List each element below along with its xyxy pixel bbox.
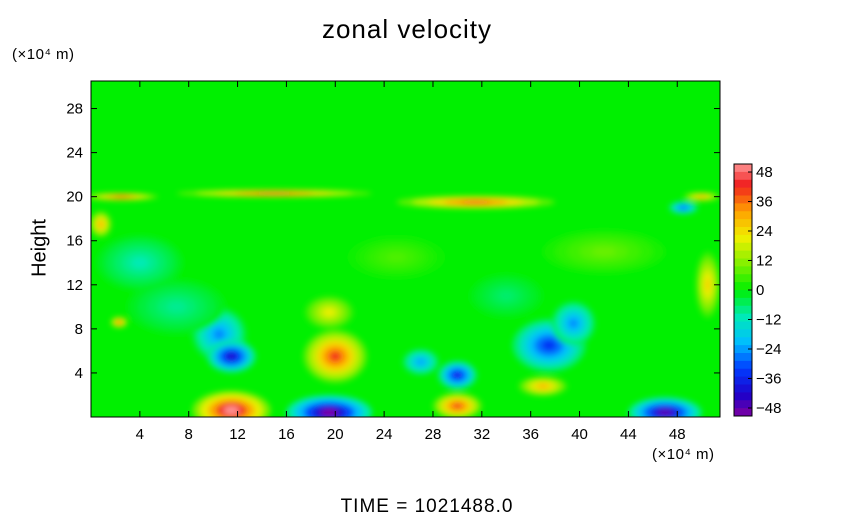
- colorbar-segment: [734, 290, 752, 299]
- field-feature-5: [226, 353, 237, 360]
- x-tick-label: 36: [522, 426, 539, 443]
- colorbar-segment: [734, 250, 752, 259]
- field-feature-1: [320, 409, 338, 417]
- colorbar-segment: [734, 195, 752, 204]
- y-axis-unit: (×10⁴ m): [12, 46, 75, 63]
- colorbar-segment: [734, 258, 752, 267]
- colorbar-segment: [734, 384, 752, 393]
- x-tick-label: 12: [229, 426, 246, 443]
- field-feature-3: [657, 409, 673, 416]
- colorbar-tick-label: 0: [756, 282, 764, 299]
- colorbar-segment: [734, 376, 752, 385]
- x-tick-label: 40: [571, 426, 588, 443]
- x-tick-label: 32: [473, 426, 490, 443]
- plot-frame: [90, 80, 721, 418]
- field-feature-0: [223, 406, 240, 415]
- field-feature-17: [98, 221, 103, 227]
- field-feature-12: [538, 384, 548, 389]
- colorbar-segment: [734, 234, 752, 244]
- colorbar-segment: [734, 211, 752, 220]
- field-feature-10: [541, 340, 557, 351]
- y-tick-label: 12: [66, 277, 83, 294]
- colorbar-segment: [734, 187, 752, 196]
- colorbar-segment: [734, 345, 752, 354]
- field-feature-2: [452, 403, 463, 409]
- colorbar-tick-label: 48: [756, 164, 773, 181]
- colorbar-segment: [734, 274, 752, 283]
- colorbar-segment: [734, 337, 752, 346]
- y-tick-label: 16: [66, 233, 83, 250]
- y-tick-label: 20: [66, 189, 83, 206]
- colorbar-segment: [734, 171, 752, 181]
- field-feature-9: [453, 372, 462, 379]
- time-readout: TIME = 1021488.0: [340, 496, 514, 517]
- colorbar-tick-label: −12: [756, 312, 781, 329]
- colorbar-segment: [734, 400, 752, 409]
- colorbar-segment: [734, 329, 752, 338]
- field-feature-8: [417, 359, 425, 365]
- y-tick-label: 28: [66, 101, 83, 118]
- field-feature-13: [459, 200, 492, 204]
- field-feature-4: [213, 329, 225, 340]
- field-features: [91, 189, 720, 417]
- colorbar-segment: [734, 321, 752, 330]
- colorbar-segment: [734, 282, 752, 291]
- colorbar-segment: [734, 219, 752, 228]
- field-feature-23: [591, 247, 617, 257]
- x-axis-unit: (×10⁴ m): [652, 446, 715, 463]
- colorbar-segment: [734, 305, 752, 315]
- field-feature-15: [114, 195, 129, 198]
- colorbar-segment: [734, 203, 752, 212]
- x-tick-label: 24: [376, 426, 393, 443]
- x-tick-label: 20: [327, 426, 344, 443]
- field-feature-6: [328, 351, 342, 362]
- colorbar-segment: [734, 408, 752, 417]
- colorbar-segment: [734, 360, 752, 370]
- field-feature-14: [254, 192, 294, 195]
- y-tick-label: 8: [75, 321, 83, 338]
- field-feature-21: [166, 301, 187, 313]
- field-feature-19: [680, 206, 687, 210]
- field-feature-11: [569, 318, 578, 328]
- chart-title: zonal velocity: [321, 14, 493, 44]
- colorbar-segment: [734, 227, 752, 236]
- x-tick-label: 44: [620, 426, 637, 443]
- field-feature-16: [698, 195, 706, 198]
- colorbar-tick-label: 36: [756, 194, 773, 211]
- colorbar-tick-label: −24: [756, 341, 781, 358]
- x-tick-label: 28: [425, 426, 442, 443]
- colorbar-segment: [734, 266, 752, 275]
- colorbar-segment: [734, 297, 752, 307]
- field-feature-24: [131, 257, 149, 269]
- colorbar-segment: [734, 164, 752, 173]
- colorbar-segment: [734, 353, 752, 362]
- colorbar-segment: [734, 368, 752, 378]
- y-tick-label: 24: [66, 145, 83, 162]
- colorbar-segment: [734, 242, 752, 252]
- colorbar-segment: [734, 179, 752, 189]
- field-feature-18: [117, 321, 121, 324]
- field-feature-20: [705, 278, 711, 292]
- x-tick-label: 8: [185, 426, 193, 443]
- colorbar-segment: [734, 392, 752, 401]
- x-tick-label: 48: [669, 426, 686, 443]
- colorbar: 48 36 24 12 0 −12 −24 −36 −48: [733, 163, 781, 417]
- heatmap-field: [91, 81, 720, 417]
- x-tick-label: 16: [278, 426, 295, 443]
- colorbar-tick-label: −36: [756, 371, 781, 388]
- field-feature-7: [324, 309, 335, 316]
- colorbar-tick-label: −48: [756, 400, 781, 417]
- x-tick-label: 4: [136, 426, 144, 443]
- colorbar-tick-label: 24: [756, 223, 773, 240]
- colorbar-tick-label: 12: [756, 253, 773, 270]
- field-feature-25: [498, 291, 514, 301]
- y-tick-label: 4: [75, 365, 83, 382]
- field-feature-22: [386, 252, 407, 262]
- colorbar-segment: [734, 313, 752, 322]
